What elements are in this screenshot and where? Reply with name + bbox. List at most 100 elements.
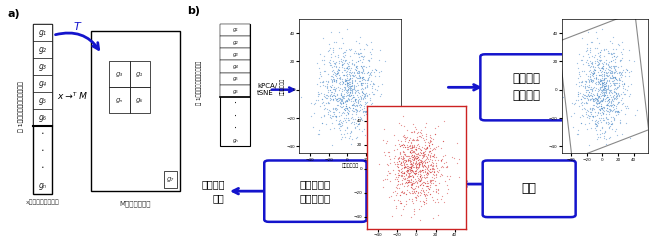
Point [339, 85, 350, 89]
Point [414, 207, 424, 211]
Point [333, 72, 343, 75]
Point [362, 71, 372, 75]
Point [335, 93, 346, 96]
Point [413, 152, 424, 156]
Point [334, 88, 345, 92]
Text: ⋅: ⋅ [41, 146, 44, 156]
Point [340, 118, 350, 122]
Point [364, 59, 374, 62]
Point [604, 60, 615, 64]
Point [591, 125, 601, 128]
Point [414, 165, 424, 169]
Point [380, 153, 390, 157]
Point [352, 83, 363, 86]
Point [342, 98, 352, 102]
Point [608, 98, 619, 101]
Point [415, 160, 426, 164]
Point [411, 181, 422, 184]
Point [607, 115, 618, 119]
Point [603, 103, 613, 107]
Point [608, 51, 618, 55]
Point [588, 64, 598, 68]
Point [330, 96, 340, 100]
Point [340, 59, 350, 63]
Point [399, 190, 410, 194]
Point [598, 78, 608, 81]
Point [574, 104, 584, 108]
Point [352, 59, 363, 63]
Point [346, 120, 357, 124]
Point [417, 168, 427, 172]
Point [341, 73, 351, 77]
Point [414, 184, 424, 187]
Point [612, 133, 622, 137]
Point [410, 180, 420, 184]
Point [575, 115, 585, 118]
Point [413, 158, 423, 162]
Point [356, 54, 367, 58]
Point [362, 84, 372, 88]
Point [424, 169, 434, 173]
Point [408, 145, 418, 148]
Point [351, 71, 361, 75]
Point [334, 97, 345, 101]
Text: g₄: g₄ [38, 79, 47, 88]
Point [588, 114, 598, 118]
Point [428, 153, 439, 157]
Point [420, 140, 430, 143]
Point [573, 67, 584, 70]
Point [348, 109, 359, 113]
Point [415, 172, 426, 176]
Point [369, 74, 380, 78]
Point [344, 54, 355, 58]
Point [430, 179, 440, 183]
Point [408, 181, 418, 185]
Point [590, 114, 601, 118]
Bar [33, 109, 52, 126]
Point [356, 103, 366, 107]
Point [595, 50, 605, 54]
Point [598, 118, 608, 122]
Point [426, 164, 437, 168]
Point [584, 121, 594, 125]
Point [391, 206, 401, 210]
Point [604, 79, 614, 83]
Point [341, 88, 351, 92]
Point [606, 96, 616, 99]
Point [428, 154, 438, 158]
Point [354, 56, 364, 59]
Point [425, 157, 436, 161]
Point [413, 151, 423, 155]
Point [381, 113, 391, 117]
Point [333, 122, 344, 126]
Point [410, 186, 421, 190]
Point [603, 62, 613, 66]
Point [421, 198, 431, 202]
Point [342, 126, 352, 130]
Point [354, 121, 364, 124]
Point [411, 171, 421, 175]
Point [348, 95, 358, 99]
Point [374, 59, 384, 62]
Point [396, 181, 407, 185]
Point [330, 62, 341, 65]
Point [350, 125, 361, 129]
Point [597, 84, 608, 88]
Point [353, 59, 363, 63]
Point [343, 86, 353, 89]
Point [339, 92, 350, 96]
Point [593, 119, 603, 122]
Point [347, 79, 358, 83]
Point [407, 153, 417, 157]
Point [419, 181, 430, 185]
Point [612, 94, 622, 98]
Point [597, 89, 607, 93]
Point [409, 165, 419, 169]
Point [332, 92, 342, 96]
Point [328, 106, 339, 110]
Point [404, 150, 415, 154]
Point [341, 66, 351, 70]
Point [341, 78, 352, 82]
Point [339, 132, 350, 136]
Point [356, 66, 367, 69]
